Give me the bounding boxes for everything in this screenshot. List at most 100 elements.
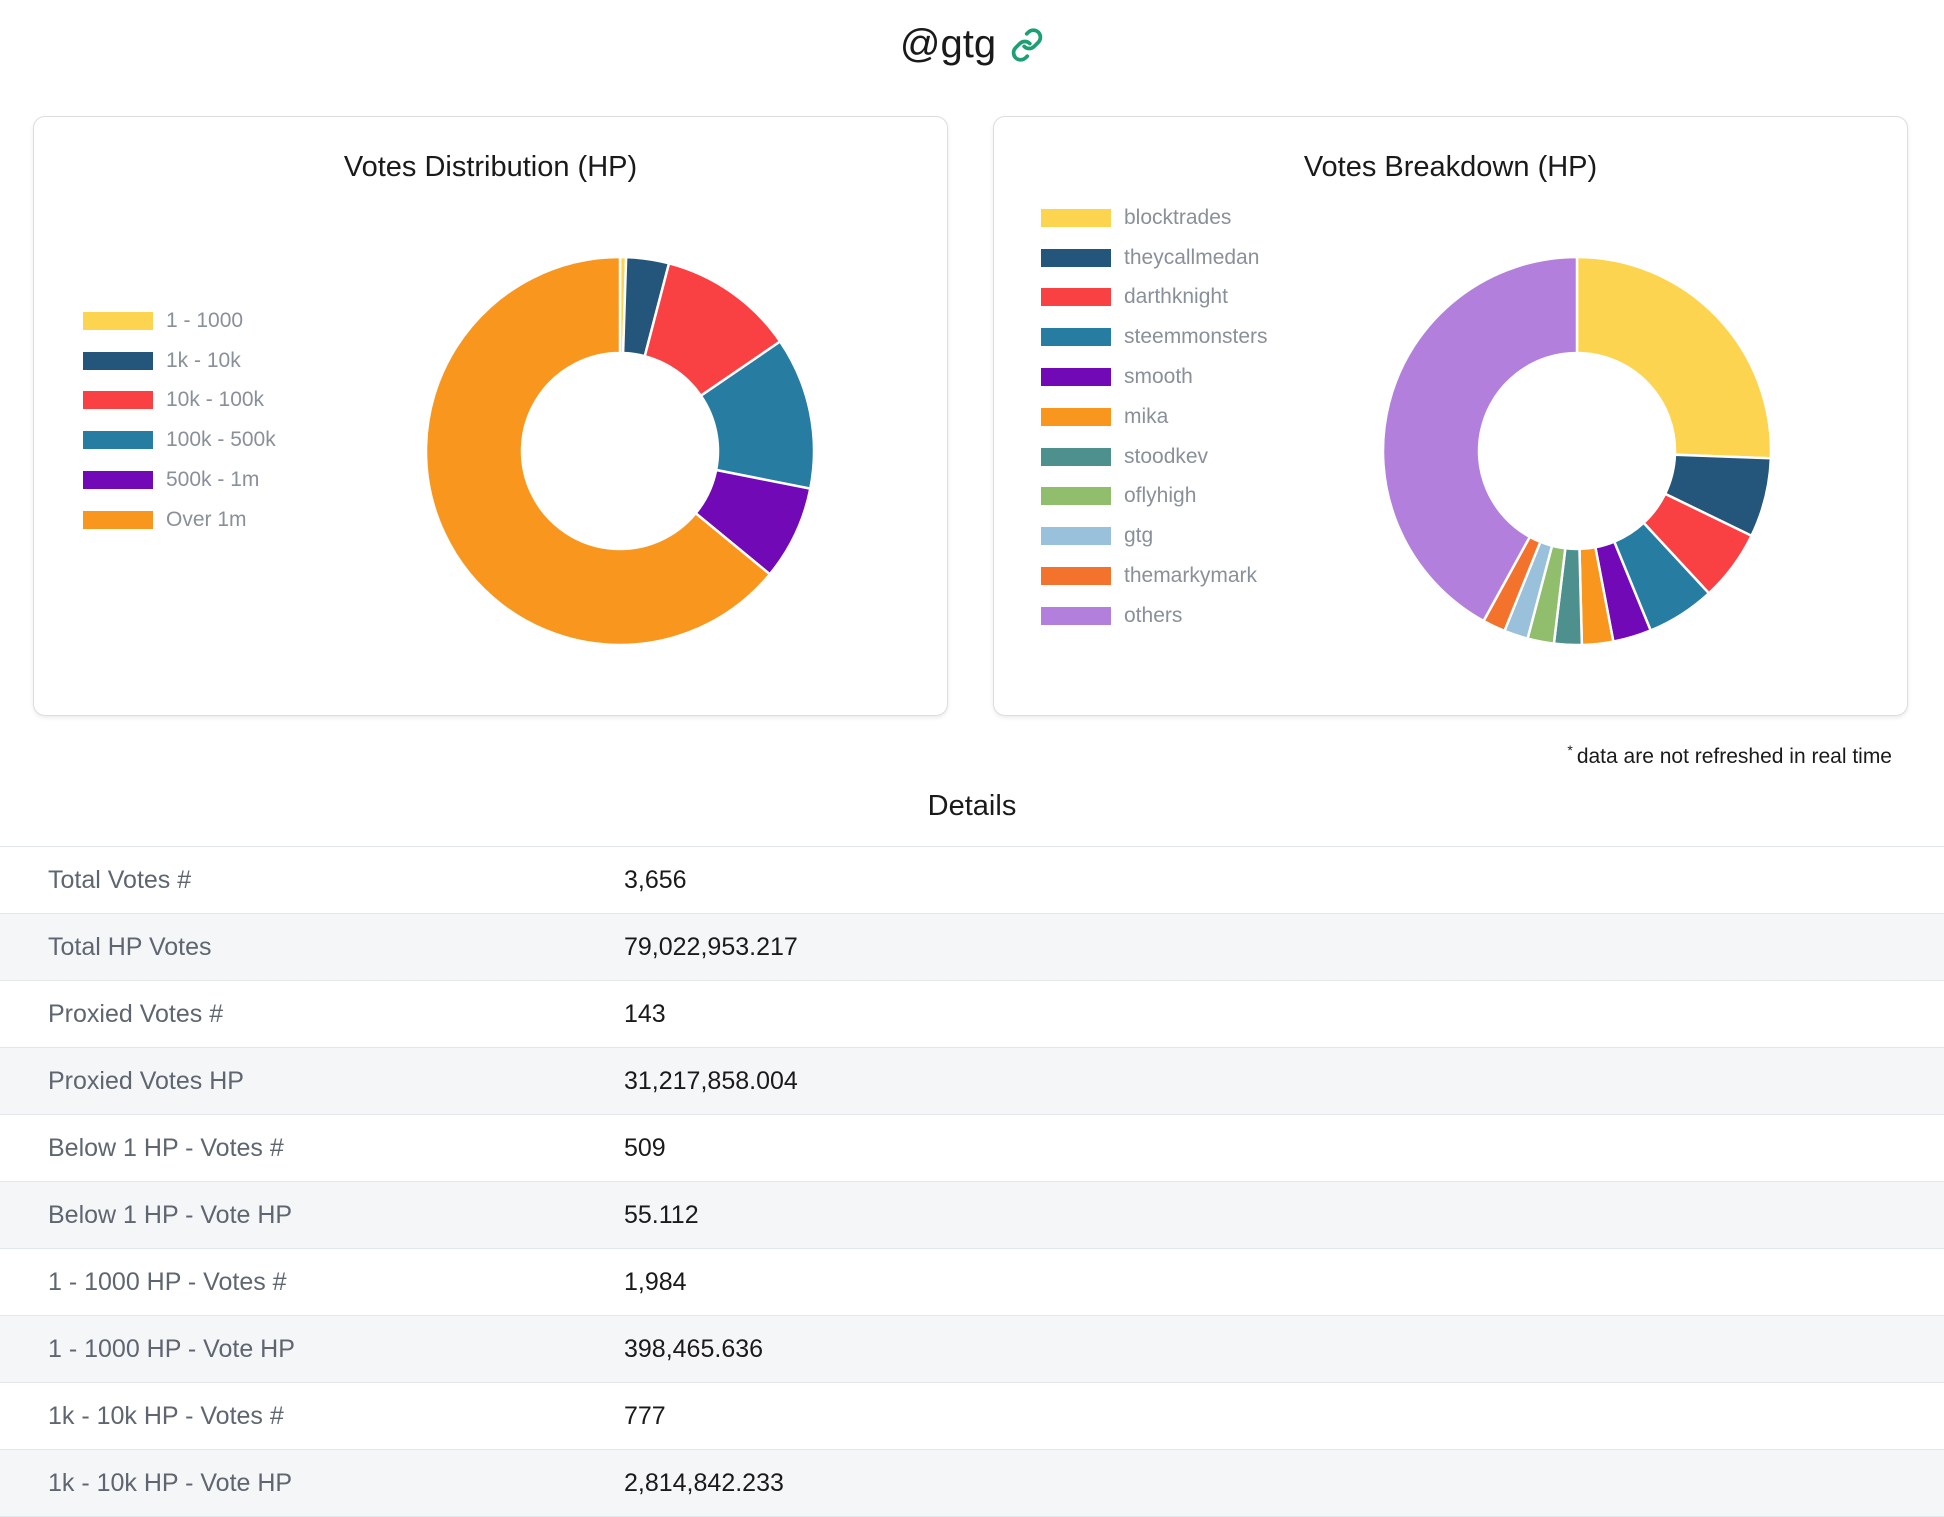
legend-swatch bbox=[1041, 368, 1111, 387]
link-icon[interactable] bbox=[1010, 27, 1044, 62]
legend-swatch bbox=[1041, 407, 1111, 426]
legend-item[interactable]: 1 - 1000 bbox=[83, 301, 276, 341]
note-text: data are not refreshed in real time bbox=[1576, 745, 1892, 768]
legend-swatch bbox=[1041, 487, 1111, 506]
donut-slice-over-1m[interactable] bbox=[424, 255, 772, 647]
legend-item[interactable]: mika bbox=[1041, 397, 1268, 437]
legend-item[interactable]: 10k - 100k bbox=[83, 381, 276, 421]
legend-swatch bbox=[1041, 447, 1111, 466]
legend-label: stoodkev bbox=[1124, 444, 1209, 468]
row-label: Total HP Votes bbox=[48, 932, 212, 961]
table-row: Proxied Votes # 143 bbox=[0, 981, 1944, 1048]
legend-label: theycallmedan bbox=[1124, 245, 1260, 269]
row-value: 2,814,842.233 bbox=[624, 1468, 784, 1497]
legend-label: smooth bbox=[1124, 365, 1193, 389]
votes-distribution-card: Votes Distribution (HP) 1 - 1000 1k - 10k… bbox=[33, 116, 948, 716]
legend-label: darthknight bbox=[1124, 285, 1228, 309]
row-label: Below 1 HP - Votes # bbox=[48, 1133, 284, 1162]
legend-item[interactable]: themarkymark bbox=[1041, 556, 1268, 596]
refresh-note: * data are not refreshed in real time bbox=[1567, 742, 1892, 769]
row-value: 79,022,953.217 bbox=[624, 932, 798, 961]
legend-label: 10k - 100k bbox=[166, 388, 265, 412]
breakdown-chart-title: Votes Breakdown (HP) bbox=[1303, 151, 1598, 183]
row-value: 55.112 bbox=[624, 1200, 699, 1229]
legend-item[interactable]: darthknight bbox=[1041, 278, 1268, 318]
legend-item[interactable]: 500k - 1m bbox=[83, 460, 276, 500]
row-label: Total Votes # bbox=[48, 865, 192, 894]
legend-label: Over 1m bbox=[166, 507, 247, 531]
legend-item[interactable]: smooth bbox=[1041, 357, 1268, 397]
note-marker: * bbox=[1567, 742, 1573, 758]
legend-item[interactable]: stoodkev bbox=[1041, 437, 1268, 477]
legend-swatch bbox=[83, 391, 153, 410]
table-row: Proxied Votes HP 31,217,858.004 bbox=[0, 1048, 1944, 1115]
row-label: Below 1 HP - Vote HP bbox=[48, 1200, 293, 1229]
row-value: 1,984 bbox=[624, 1267, 687, 1296]
row-value: 509 bbox=[624, 1133, 666, 1162]
legend-swatch bbox=[1041, 328, 1111, 347]
row-label: 1 - 1000 HP - Votes # bbox=[48, 1267, 287, 1296]
row-label: Proxied Votes HP bbox=[48, 1066, 244, 1095]
legend-swatch bbox=[1041, 208, 1111, 227]
legend-label: 100k - 500k bbox=[166, 428, 276, 452]
legend-item[interactable]: theycallmedan bbox=[1041, 238, 1268, 278]
legend-label: themarkymark bbox=[1124, 564, 1258, 588]
legend-label: others bbox=[1124, 603, 1183, 627]
legend-swatch bbox=[83, 431, 153, 450]
legend-item[interactable]: Over 1m bbox=[83, 500, 276, 540]
donut-slice-others[interactable] bbox=[1381, 255, 1579, 623]
legend-item[interactable]: gtg bbox=[1041, 516, 1268, 556]
legend-item[interactable]: others bbox=[1041, 596, 1268, 636]
legend-item[interactable]: steemmonsters bbox=[1041, 317, 1268, 357]
table-row: Total Votes # 3,656 bbox=[0, 847, 1944, 914]
legend-label: oflyhigh bbox=[1124, 484, 1197, 508]
table-row: 1k - 10k HP - Vote HP 2,814,842.233 bbox=[0, 1450, 1944, 1517]
legend-swatch bbox=[83, 351, 153, 370]
row-label: 1k - 10k HP - Votes # bbox=[48, 1401, 284, 1430]
row-label: 1 - 1000 HP - Vote HP bbox=[48, 1334, 295, 1363]
legend-swatch bbox=[1041, 527, 1111, 546]
table-row: 1k - 10k HP - Votes # 777 bbox=[0, 1383, 1944, 1450]
legend-label: gtg bbox=[1124, 524, 1154, 548]
legend-label: 500k - 1m bbox=[166, 468, 260, 492]
distribution-legend: 1 - 1000 1k - 10k 10k - 100k 100k - 500k 500… bbox=[83, 301, 276, 540]
breakdown-legend: blocktrades theycallmedan darthknight steem… bbox=[1041, 198, 1268, 636]
row-label: Proxied Votes # bbox=[48, 999, 224, 1028]
legend-swatch bbox=[1041, 288, 1111, 307]
table-row: 1 - 1000 HP - Votes # 1,984 bbox=[0, 1249, 1944, 1316]
table-row: Total HP Votes 79,022,953.217 bbox=[0, 914, 1944, 981]
row-value: 31,217,858.004 bbox=[624, 1066, 798, 1095]
legend-label: 1k - 10k bbox=[166, 348, 241, 372]
distribution-chart-title: Votes Distribution (HP) bbox=[343, 151, 638, 183]
votes-breakdown-card: Votes Breakdown (HP) blocktrades theycall… bbox=[993, 116, 1908, 716]
details-table: Total Votes # 3,656 Total HP Votes 79,022,9… bbox=[0, 846, 1944, 1517]
legend-label: steemmonsters bbox=[1124, 325, 1268, 349]
row-value: 3,656 bbox=[624, 865, 687, 894]
row-value: 777 bbox=[624, 1401, 666, 1430]
table-row: 1 - 1000 HP - Vote HP 398,465.636 bbox=[0, 1316, 1944, 1383]
page-title: @gtg bbox=[899, 22, 997, 66]
row-value: 398,465.636 bbox=[624, 1334, 764, 1363]
legend-label: mika bbox=[1124, 404, 1169, 428]
legend-swatch bbox=[83, 510, 153, 529]
donut-slice-blocktrades[interactable] bbox=[1575, 255, 1773, 460]
legend-swatch bbox=[83, 311, 153, 330]
legend-item[interactable]: oflyhigh bbox=[1041, 477, 1268, 517]
breakdown-donut-chart bbox=[1381, 255, 1773, 647]
legend-item[interactable]: 1k - 10k bbox=[83, 341, 276, 381]
details-title: Details bbox=[927, 790, 1017, 822]
legend-label: blocktrades bbox=[1124, 205, 1232, 229]
row-value: 143 bbox=[624, 999, 666, 1028]
legend-swatch bbox=[1041, 567, 1111, 586]
legend-swatch bbox=[83, 471, 153, 490]
distribution-donut-chart bbox=[424, 255, 816, 647]
page-header: @gtg bbox=[0, 22, 1944, 67]
legend-swatch bbox=[1041, 248, 1111, 267]
legend-item[interactable]: blocktrades bbox=[1041, 198, 1268, 238]
legend-label: 1 - 1000 bbox=[166, 308, 244, 332]
table-row: Below 1 HP - Vote HP 55.112 bbox=[0, 1182, 1944, 1249]
table-row: Below 1 HP - Votes # 509 bbox=[0, 1115, 1944, 1182]
legend-swatch bbox=[1041, 606, 1111, 625]
legend-item[interactable]: 100k - 500k bbox=[83, 420, 276, 460]
row-label: 1k - 10k HP - Vote HP bbox=[48, 1468, 293, 1497]
